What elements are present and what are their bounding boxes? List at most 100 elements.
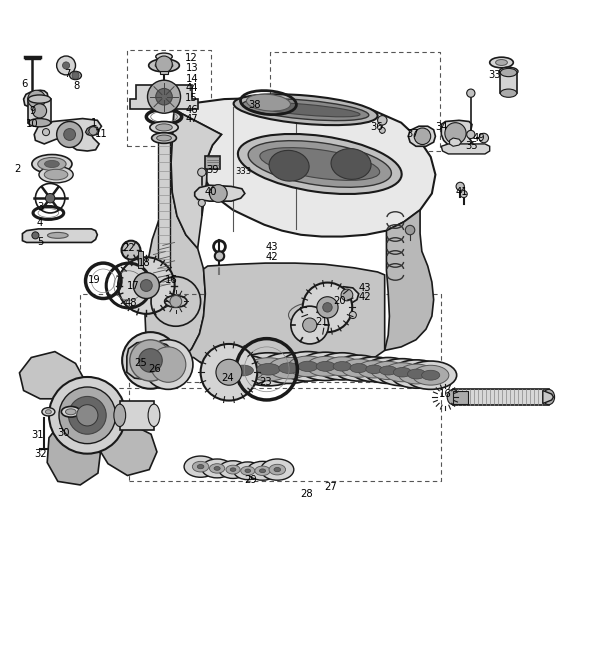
Text: 1: 1: [91, 117, 97, 128]
Circle shape: [467, 89, 475, 97]
Ellipse shape: [149, 59, 179, 72]
Ellipse shape: [350, 357, 398, 382]
Ellipse shape: [298, 361, 318, 371]
Ellipse shape: [44, 161, 59, 167]
Bar: [500, 73, 517, 93]
Circle shape: [140, 279, 152, 291]
Polygon shape: [130, 85, 198, 108]
Ellipse shape: [316, 353, 368, 380]
Ellipse shape: [280, 352, 336, 381]
Text: 47: 47: [185, 114, 198, 124]
Ellipse shape: [391, 360, 442, 388]
Ellipse shape: [234, 462, 262, 480]
Ellipse shape: [38, 157, 66, 171]
Ellipse shape: [242, 99, 369, 121]
Circle shape: [170, 296, 182, 308]
Ellipse shape: [366, 365, 382, 374]
Ellipse shape: [47, 232, 68, 238]
Circle shape: [118, 257, 175, 314]
Ellipse shape: [350, 363, 368, 373]
Circle shape: [291, 306, 329, 344]
Bar: [28, 99, 51, 123]
Ellipse shape: [422, 370, 440, 380]
Text: 16: 16: [439, 389, 452, 399]
Ellipse shape: [214, 355, 273, 386]
Circle shape: [216, 359, 242, 385]
Bar: [205, 155, 220, 169]
Polygon shape: [543, 390, 553, 403]
Ellipse shape: [238, 134, 402, 194]
Circle shape: [57, 56, 76, 75]
Ellipse shape: [269, 150, 309, 181]
Ellipse shape: [316, 361, 335, 371]
Text: 40: 40: [205, 188, 218, 197]
Circle shape: [198, 199, 205, 207]
Text: 11: 11: [95, 129, 108, 140]
Circle shape: [28, 91, 45, 108]
Ellipse shape: [45, 410, 51, 414]
Bar: [160, 72, 168, 74]
Polygon shape: [408, 126, 435, 146]
Ellipse shape: [261, 459, 294, 480]
Ellipse shape: [499, 67, 518, 75]
Bar: [120, 401, 154, 430]
Ellipse shape: [114, 404, 126, 426]
Ellipse shape: [379, 366, 397, 375]
Ellipse shape: [44, 169, 68, 180]
Ellipse shape: [260, 469, 266, 473]
Text: 333: 333: [235, 167, 251, 176]
Text: 49: 49: [473, 133, 486, 143]
Polygon shape: [441, 144, 490, 154]
Text: 14: 14: [185, 74, 198, 84]
Text: 4: 4: [37, 218, 43, 228]
Circle shape: [72, 72, 79, 79]
Text: 28: 28: [300, 489, 313, 499]
Text: 46: 46: [185, 105, 198, 115]
Ellipse shape: [358, 361, 391, 378]
Ellipse shape: [230, 468, 236, 472]
Text: 10: 10: [26, 119, 39, 129]
Ellipse shape: [241, 466, 255, 475]
Ellipse shape: [342, 359, 376, 377]
Text: 34: 34: [435, 123, 448, 133]
Text: 13: 13: [185, 64, 198, 73]
Ellipse shape: [408, 369, 425, 379]
Text: 42: 42: [358, 293, 371, 302]
Ellipse shape: [279, 363, 299, 373]
Ellipse shape: [269, 464, 286, 475]
Ellipse shape: [260, 148, 380, 180]
Ellipse shape: [65, 409, 76, 415]
Text: 21: 21: [315, 317, 328, 327]
Ellipse shape: [405, 361, 457, 390]
Circle shape: [445, 123, 466, 144]
Circle shape: [201, 344, 257, 401]
Ellipse shape: [28, 95, 51, 103]
Ellipse shape: [222, 359, 264, 381]
Text: 41: 41: [455, 188, 468, 197]
Polygon shape: [148, 263, 385, 381]
Ellipse shape: [371, 361, 405, 380]
Ellipse shape: [334, 355, 384, 381]
Ellipse shape: [192, 461, 209, 472]
Circle shape: [32, 232, 39, 239]
Ellipse shape: [165, 296, 187, 308]
Circle shape: [405, 226, 415, 235]
Circle shape: [130, 340, 171, 381]
Text: 15: 15: [185, 93, 198, 103]
Text: 29: 29: [244, 475, 257, 485]
Ellipse shape: [202, 459, 232, 478]
Text: 33: 33: [488, 70, 501, 81]
Circle shape: [64, 129, 76, 140]
Polygon shape: [450, 138, 461, 146]
Ellipse shape: [268, 358, 310, 379]
Text: 18: 18: [138, 258, 151, 268]
Ellipse shape: [333, 361, 351, 371]
Ellipse shape: [61, 407, 80, 417]
Polygon shape: [92, 426, 157, 476]
Circle shape: [59, 387, 116, 443]
Circle shape: [32, 104, 47, 118]
Circle shape: [303, 283, 352, 332]
Polygon shape: [86, 126, 99, 136]
Circle shape: [479, 133, 489, 143]
Ellipse shape: [376, 359, 428, 386]
